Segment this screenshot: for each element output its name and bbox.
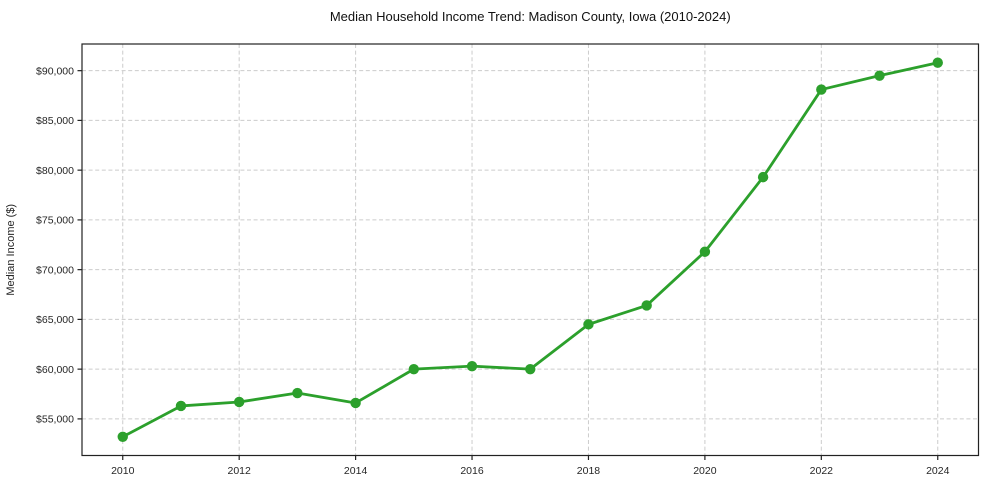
- chart-title: Median Household Income Trend: Madison C…: [330, 9, 731, 24]
- x-tick-label: 2012: [227, 465, 251, 477]
- y-tick-label: $90,000: [36, 65, 74, 77]
- data-point-marker: [699, 246, 711, 257]
- data-point-marker: [641, 300, 652, 311]
- y-tick-label: $85,000: [36, 115, 74, 127]
- data-point-marker: [292, 387, 303, 399]
- data-point-marker: [932, 57, 943, 68]
- x-tick-label: 2016: [460, 465, 484, 477]
- income-trend-line: [121, 61, 940, 439]
- x-tick-label: 2020: [693, 465, 717, 477]
- data-point-marker: [757, 171, 769, 183]
- tick-marks-and-labels: $55,000 $60,000 $65,000 $70,000 $75,000 $80,0…: [36, 65, 950, 477]
- axes-frame: [81, 43, 980, 457]
- data-point-marker: [466, 360, 478, 372]
- data-point-marker: [583, 319, 594, 330]
- y-tick-label: $60,000: [36, 364, 74, 376]
- x-tick-label: 2010: [111, 465, 135, 477]
- gridlines: [82, 44, 979, 456]
- data-point-marker: [117, 431, 128, 442]
- data-point-marker: [525, 363, 536, 375]
- plot-border: [81, 43, 980, 457]
- x-tick-label: 2022: [810, 465, 834, 477]
- y-tick-label: $80,000: [36, 165, 74, 177]
- x-tick-label: 2018: [577, 465, 601, 477]
- income-series: [117, 57, 943, 442]
- data-point-marker: [408, 363, 420, 375]
- x-tick-label: 2024: [926, 465, 950, 477]
- data-point-marker: [874, 70, 885, 81]
- y-tick-label: $65,000: [36, 314, 74, 326]
- data-point-marker: [816, 84, 827, 95]
- data-point-marker: [233, 396, 245, 408]
- data-point-marker: [175, 400, 187, 412]
- x-tick-label: 2014: [344, 465, 368, 477]
- y-axis-label: Median Income ($): [5, 204, 17, 296]
- y-tick-label: $70,000: [36, 264, 74, 276]
- data-point-marker: [350, 397, 361, 409]
- y-tick-label: $75,000: [36, 215, 74, 227]
- y-tick-label: $55,000: [36, 414, 74, 426]
